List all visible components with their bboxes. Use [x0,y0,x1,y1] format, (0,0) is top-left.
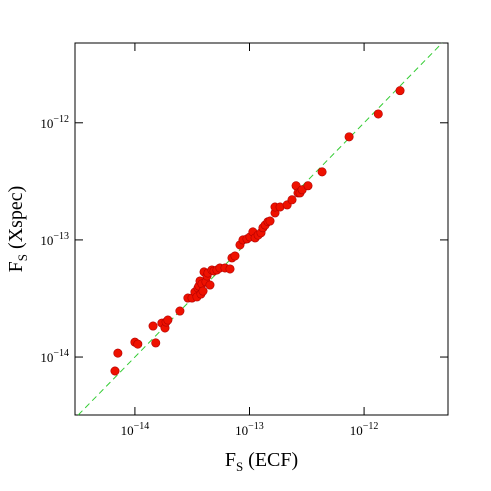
data-point [344,132,354,142]
data-point [175,306,185,316]
data-point [198,286,208,296]
data-point [163,315,173,325]
data-point [265,216,275,226]
x-tick-label: 10−13 [235,421,264,438]
data-point [317,167,327,177]
data-point [373,109,383,119]
data-point [303,181,313,191]
y-tick-label: 10−14 [40,348,69,365]
x-axis-label: FS (ECF) [225,449,298,474]
data-point [110,366,120,376]
data-point [113,348,123,358]
x-tick-label: 10−14 [121,421,150,438]
data-point [151,338,161,348]
data-point [205,280,215,290]
y-axis-label: FS (Xspec) [5,186,30,273]
data-point [230,251,240,261]
data-point [148,321,158,331]
data-point [133,339,143,349]
data-point [225,264,235,274]
data-point [287,195,297,205]
plot-frame [74,42,449,416]
x-tick-label: 10−12 [350,421,379,438]
data-point [395,86,405,96]
y-tick-label: 10−13 [40,231,69,248]
y-tick-label: 10−12 [40,114,69,131]
